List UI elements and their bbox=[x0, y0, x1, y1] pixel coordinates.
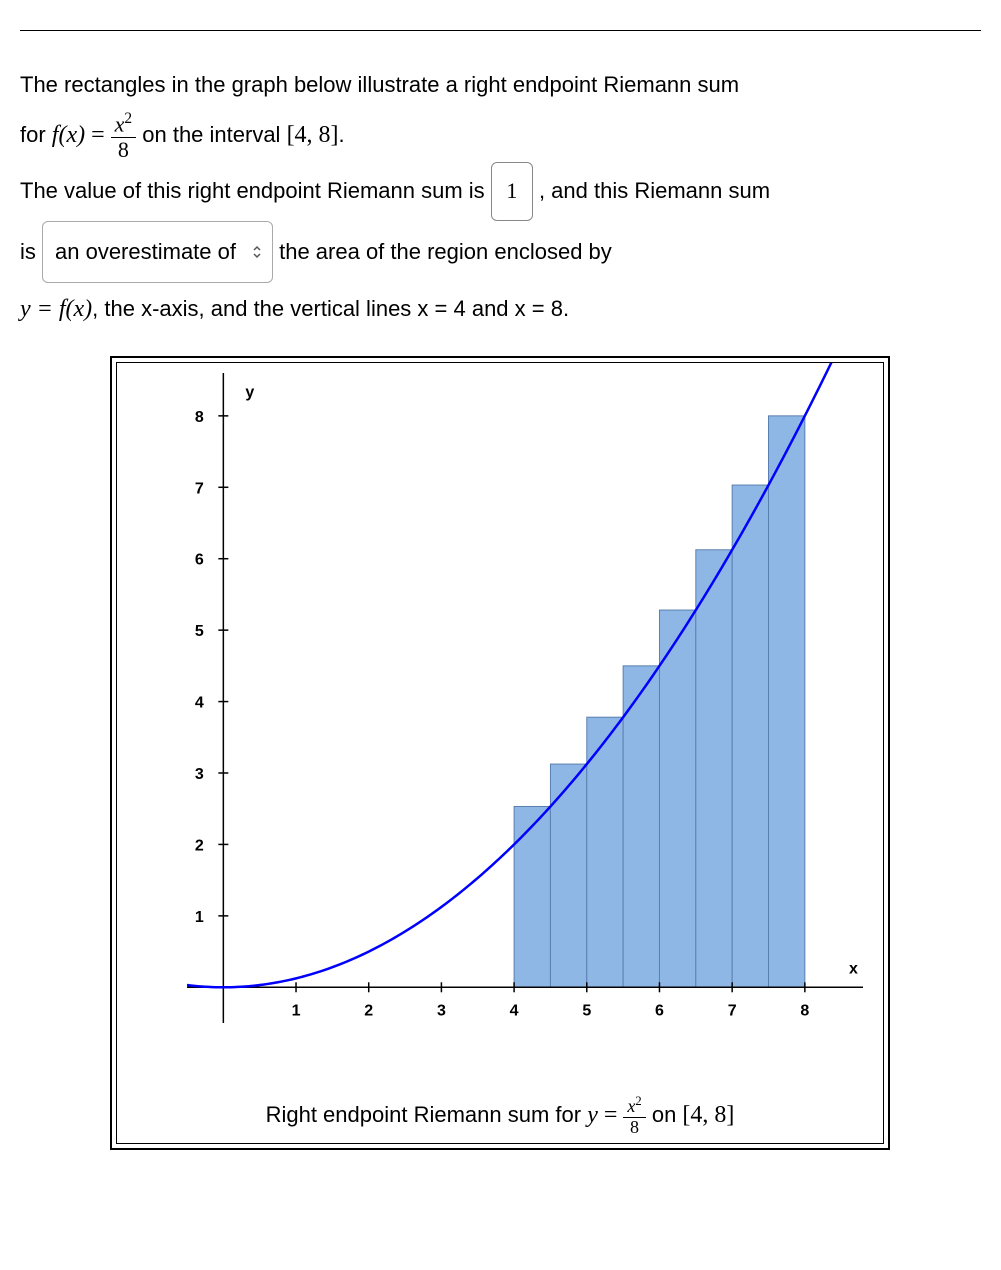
text-4b: the area of the region enclosed by bbox=[279, 239, 612, 264]
text-2a: for bbox=[20, 122, 52, 147]
cap-math: y = bbox=[587, 1102, 623, 1128]
text-5a: , the x-axis, and the vertical lines x =… bbox=[92, 296, 569, 321]
eq: = bbox=[91, 122, 105, 148]
cap-sup: 2 bbox=[635, 1094, 641, 1108]
svg-text:6: 6 bbox=[655, 1002, 664, 1019]
svg-text:4: 4 bbox=[510, 1002, 519, 1019]
chart-caption: Right endpoint Riemann sum for y = x2 8 … bbox=[117, 1083, 883, 1144]
svg-text:8: 8 bbox=[195, 409, 204, 426]
svg-text:x: x bbox=[849, 960, 858, 977]
svg-text:3: 3 bbox=[195, 766, 204, 783]
riemann-chart: 1 2 3 4 5 6 7 8 1 2 3 4 5 6 7 8 y x bbox=[117, 363, 883, 1083]
svg-text:8: 8 bbox=[800, 1002, 809, 1019]
chart-container: 1 2 3 4 5 6 7 8 1 2 3 4 5 6 7 8 y x Right endpoint Rieman… bbox=[110, 356, 890, 1151]
text-2b: on the interval bbox=[142, 122, 286, 147]
svg-text:2: 2 bbox=[195, 837, 204, 854]
math-interval: [4, 8] bbox=[287, 122, 339, 148]
text-3a: The value of this right endpoint Riemann… bbox=[20, 178, 491, 203]
svg-text:5: 5 bbox=[582, 1002, 591, 1019]
text-3b: , and this Riemann sum bbox=[539, 178, 770, 203]
period: . bbox=[339, 122, 345, 147]
cap-frac: x2 8 bbox=[623, 1095, 645, 1138]
svg-text:y: y bbox=[245, 384, 254, 401]
svg-text:1: 1 bbox=[292, 1002, 301, 1019]
riemann-value-input[interactable]: 1 bbox=[491, 162, 533, 220]
problem-statement: The rectangles in the graph below illust… bbox=[20, 61, 981, 336]
fraction-x2-8: x2 8 bbox=[111, 111, 136, 162]
cap-b: on bbox=[652, 1102, 683, 1127]
frac-sup: 2 bbox=[124, 110, 132, 127]
top-rule bbox=[20, 30, 981, 31]
chevron-updown-icon bbox=[252, 244, 262, 260]
svg-text:7: 7 bbox=[728, 1002, 737, 1019]
svg-text:2: 2 bbox=[364, 1002, 373, 1019]
estimate-select[interactable]: an overestimate of bbox=[42, 221, 273, 283]
frac-den: 8 bbox=[111, 138, 136, 162]
select-value: an overestimate of bbox=[55, 239, 236, 264]
math-yfx: y = f(x) bbox=[20, 296, 92, 322]
cap-int: [4, 8] bbox=[682, 1102, 734, 1128]
svg-text:1: 1 bbox=[195, 909, 204, 926]
cap-den: 8 bbox=[623, 1118, 645, 1138]
fx: f(x) bbox=[52, 122, 85, 148]
svg-text:3: 3 bbox=[437, 1002, 446, 1019]
text-4a: is bbox=[20, 239, 42, 264]
frac-num: x bbox=[115, 112, 125, 137]
svg-text:7: 7 bbox=[195, 480, 204, 497]
svg-text:6: 6 bbox=[195, 551, 204, 568]
svg-text:5: 5 bbox=[195, 623, 204, 640]
math-fx: f(x) = bbox=[52, 122, 111, 148]
text-1: The rectangles in the graph below illust… bbox=[20, 72, 739, 97]
chart-inner: 1 2 3 4 5 6 7 8 1 2 3 4 5 6 7 8 y x Right endpoint Rieman… bbox=[116, 362, 884, 1145]
svg-text:4: 4 bbox=[195, 694, 204, 711]
cap-a: Right endpoint Riemann sum for bbox=[266, 1102, 588, 1127]
